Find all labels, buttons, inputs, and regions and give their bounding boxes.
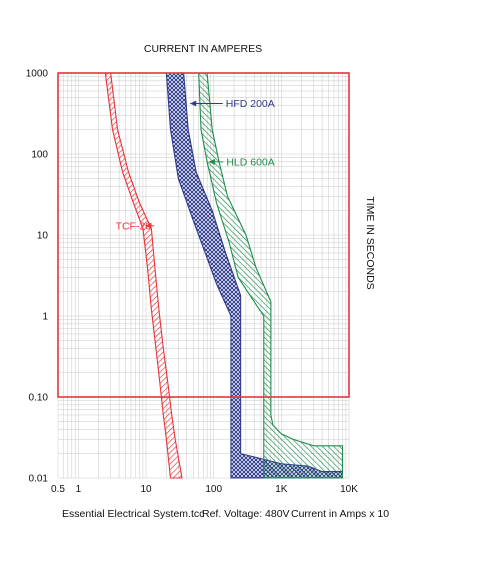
y-tick-labels: 1000 100 10 1 0.10 0.01	[26, 69, 49, 485]
x-tick-label: 10K	[340, 484, 358, 495]
chart-title: CURRENT IN AMPERES	[144, 43, 262, 55]
arrowhead-hfd-200a	[190, 100, 197, 107]
x-tick-label: 10	[140, 484, 152, 495]
footer-file: Essential Electrical System.tcc	[62, 508, 204, 520]
band-tcf-20	[104, 72, 183, 479]
y-axis-label: TIME IN SECONDS	[364, 196, 376, 289]
footer-voltage: Ref. Voltage: 480V	[202, 508, 290, 520]
curve-bands	[104, 72, 343, 479]
curve-labels: TCF-20 HFD 200A HLD 600A	[116, 98, 275, 232]
arrowhead-hld-600a	[208, 158, 215, 165]
x-tick-label: 0.5	[51, 484, 65, 495]
label-hld-600a: HLD 600A	[226, 156, 274, 168]
x-tick-label: 1K	[275, 484, 288, 495]
y-tick-label: 0.01	[29, 474, 49, 485]
y-tick-label: 1000	[26, 69, 49, 80]
footer-multiplier: Current in Amps x 10	[291, 508, 389, 520]
x-tick-label: 1	[76, 484, 82, 495]
y-tick-label: 10	[37, 231, 49, 242]
y-tick-label: 1	[42, 312, 48, 323]
x-tick-labels: 0.5 1 10 100 1K 10K	[51, 484, 358, 495]
y-tick-label: 0.10	[29, 393, 49, 404]
label-hfd-200a: HFD 200A	[226, 98, 275, 110]
x-tick-label: 100	[205, 484, 222, 495]
label-tcf-20: TCF-20	[116, 220, 152, 232]
y-tick-label: 100	[31, 150, 48, 161]
arrowhead-tcf-20	[145, 222, 152, 229]
protection-boundary	[57, 72, 350, 398]
